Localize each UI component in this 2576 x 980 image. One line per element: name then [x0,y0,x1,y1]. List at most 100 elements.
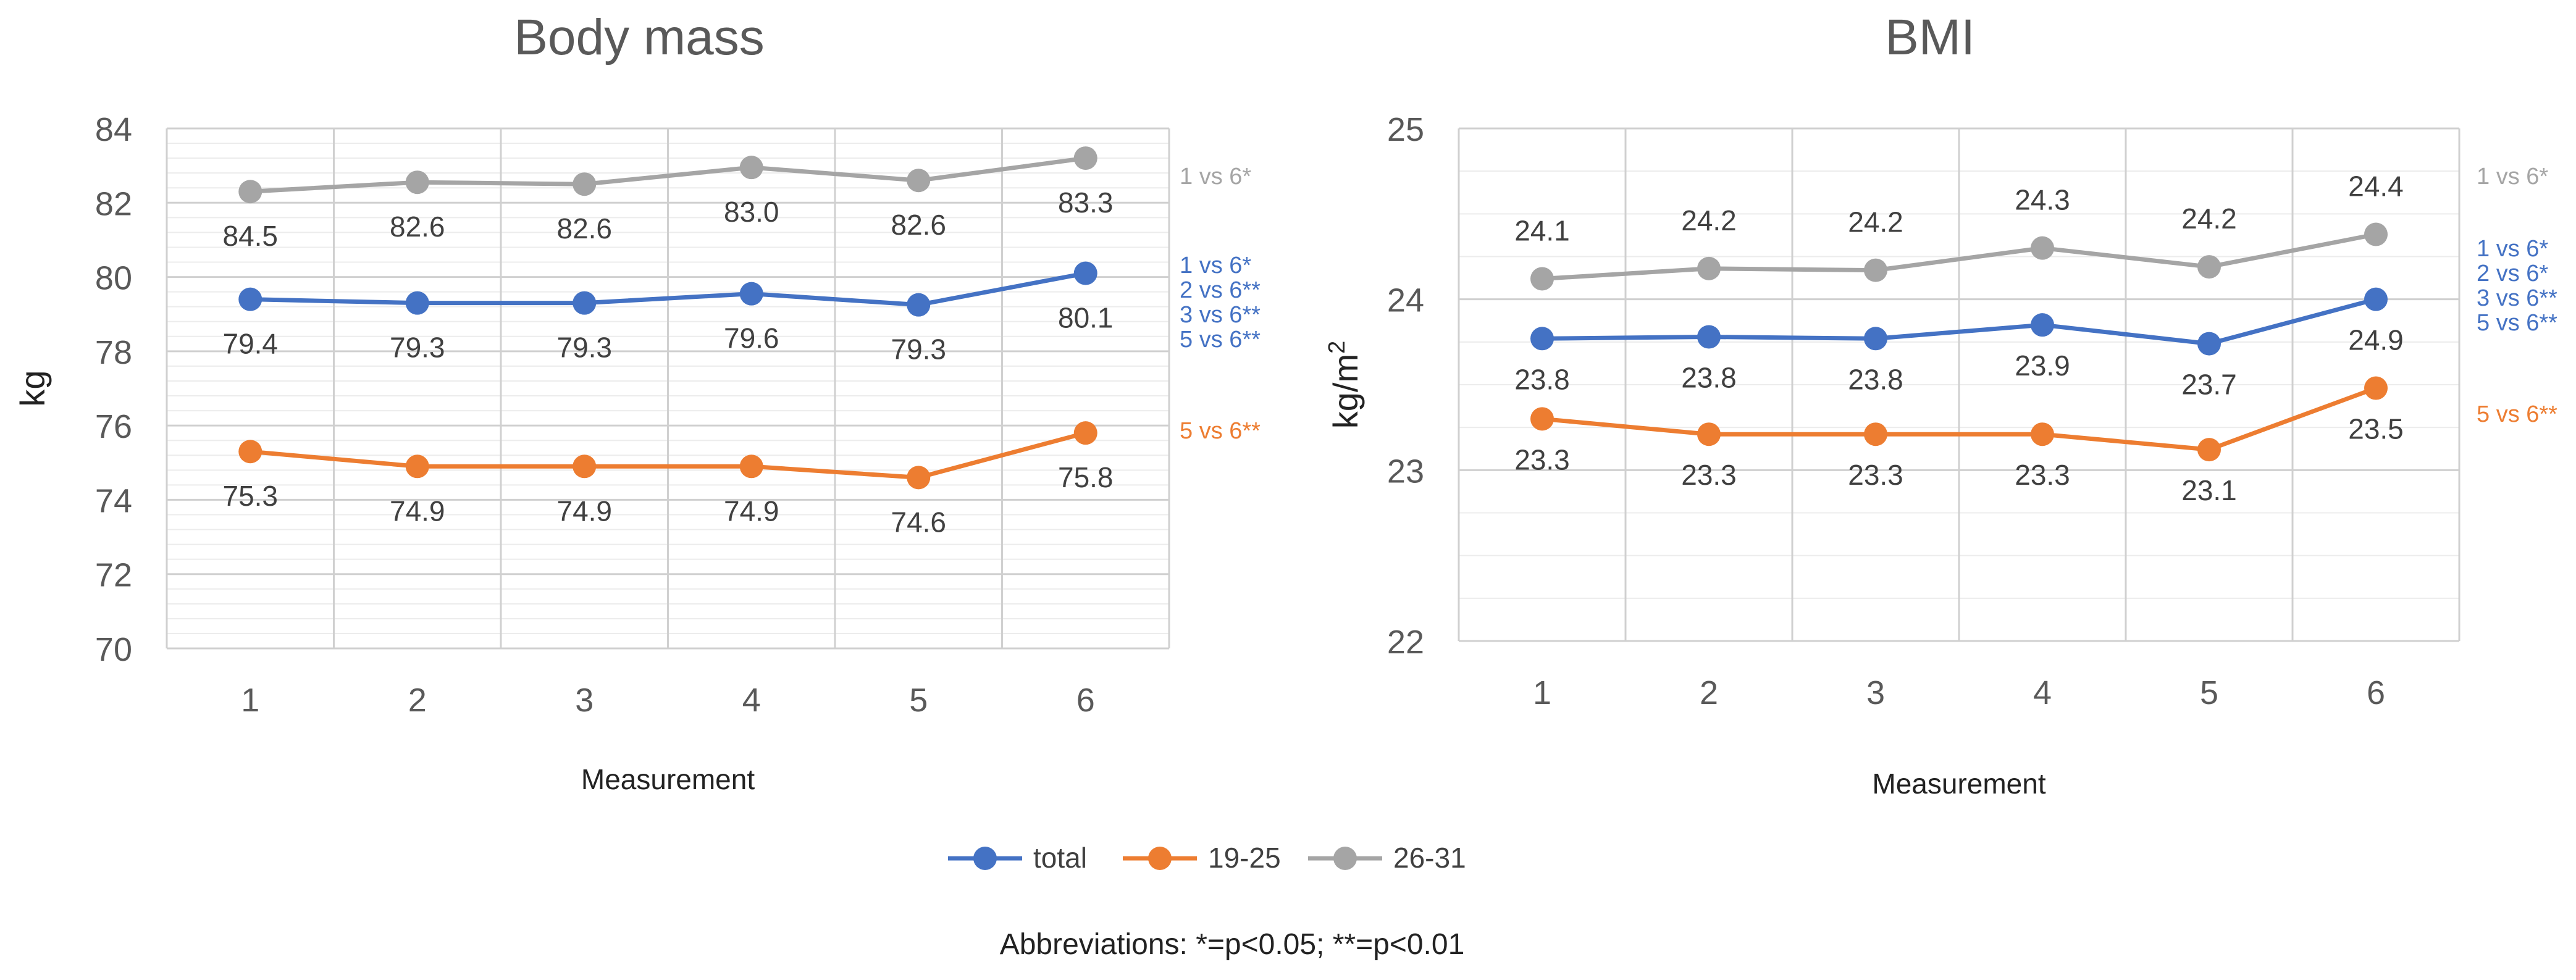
data-point [1530,327,1554,351]
legend: total 19-25 26-31 [948,842,1466,874]
legend-marker-26-31 [1333,847,1357,870]
data-label: 24.4 [2348,170,2404,203]
data-label: 74.9 [724,495,779,527]
data-point [2031,422,2054,446]
data-point [2197,332,2221,356]
data-point [2031,236,2054,260]
series-line-26-31 [250,156,1086,194]
series-26-31: 24.1 24.2 24.2 24.3 24.2 24.4 [1514,170,2404,291]
data-label: 23.1 [2181,474,2237,506]
chart-title: Body mass [514,9,765,65]
y-tick-label: 70 [95,631,132,668]
data-label: 79.4 [222,328,278,360]
data-label: 74.9 [390,495,445,527]
data-point [1073,421,1097,445]
significance-note: 1 vs 6* [1180,253,1251,279]
data-label: 74.6 [891,506,946,538]
significance-total: 1 vs 6*2 vs 6**3 vs 6**5 vs 6** [1180,253,1261,353]
significance-note: 5 vs 6** [2477,401,2557,427]
significance-note: 5 vs 6** [1180,327,1261,353]
y-tick-label: 25 [1387,111,1424,148]
data-point [238,180,262,204]
series-total: 23.8 23.8 23.8 23.9 23.7 24.9 [1514,287,2404,401]
legend-marker-19-25 [1148,847,1172,870]
significance-note: 5 vs 6** [2477,310,2557,336]
series-total: 79.4 79.3 79.3 79.6 79.3 80.1 [222,261,1114,366]
plot-grid [166,127,1170,650]
legend-label-total: total [1033,842,1087,874]
significance-note: 5 vs 6** [1180,418,1261,444]
data-point [1697,325,1721,349]
legend-entry-19-25: 19-25 [1123,842,1281,874]
data-point [405,454,429,479]
series-line-26-31 [1542,232,2377,281]
data-point [405,170,429,195]
data-label: 79.3 [390,332,445,364]
data-label: 79.3 [891,333,946,366]
significance-19-25: 5 vs 6** [2477,401,2557,427]
data-label: 23.3 [2015,459,2070,491]
data-label: 83.0 [724,196,779,228]
x-tick-label: 1 [1533,674,1551,711]
y-tick-label: 80 [95,260,132,297]
y-tick-label: 78 [95,334,132,371]
data-point [573,291,597,315]
data-point [2197,255,2221,279]
y-axis-title-superscript: 2 [1324,341,1350,354]
data-point [2031,313,2054,337]
y-tick-label: 84 [95,111,132,148]
y-tick-label: 74 [95,482,132,519]
x-tick-label: 1 [241,682,259,719]
series-19-25: 23.3 23.3 23.3 23.3 23.1 23.5 [1514,376,2404,506]
data-label: 79.6 [724,322,779,354]
data-label: 24.2 [1681,204,1737,237]
data-label: 79.3 [556,332,612,364]
series-26-31: 84.5 82.6 82.6 83.0 82.6 83.3 [222,146,1114,252]
data-point [2364,287,2388,311]
data-label: 84.5 [222,220,278,252]
y-axis-title: kg/m2 [1324,341,1365,429]
data-label: 80.1 [1058,302,1114,334]
significance-note: 3 vs 6** [1180,302,1261,328]
data-point [2364,376,2388,400]
x-axis-title: Measurement [1872,768,2045,800]
significance-note: 2 vs 6* [2477,261,2548,287]
data-point [1864,327,1887,351]
y-tick-label: 82 [95,185,132,222]
significance-note: 1 vs 6* [2477,164,2548,190]
data-point [2364,222,2388,246]
data-point [907,169,931,193]
legend-label-19-25: 19-25 [1208,842,1281,874]
data-label: 24.1 [1514,214,1570,246]
series-line-total [1542,297,2377,346]
significance-note: 1 vs 6* [2477,236,2548,262]
x-tick-label: 6 [1076,682,1095,719]
y-tick-label: 24 [1387,282,1424,319]
y-tick-label: 22 [1387,624,1424,661]
series-19-25: 75.3 74.9 74.9 74.9 74.6 75.8 [222,421,1114,538]
data-label: 23.3 [1848,459,1903,491]
data-point [1530,407,1554,431]
data-point [739,282,763,306]
data-point [1864,422,1887,446]
legend-marker-total [973,847,997,870]
data-point [739,156,763,180]
data-label: 83.3 [1058,186,1114,219]
data-label: 23.8 [1514,363,1570,395]
data-label: 23.3 [1514,443,1570,475]
data-point [1530,267,1554,291]
chart-title: BMI [1885,9,1975,65]
series-line-19-25 [1542,386,2377,452]
legend-entry-26-31: 26-31 [1308,842,1466,874]
data-label: 24.2 [1848,206,1903,238]
y-axis-title: kg [13,370,52,406]
data-point [1073,146,1097,170]
x-tick-label: 2 [408,682,427,719]
data-point [405,291,429,315]
x-axis-title: Measurement [581,763,755,795]
x-tick-label: 4 [742,682,761,719]
data-point [739,454,763,479]
data-label: 23.9 [2015,350,2070,382]
